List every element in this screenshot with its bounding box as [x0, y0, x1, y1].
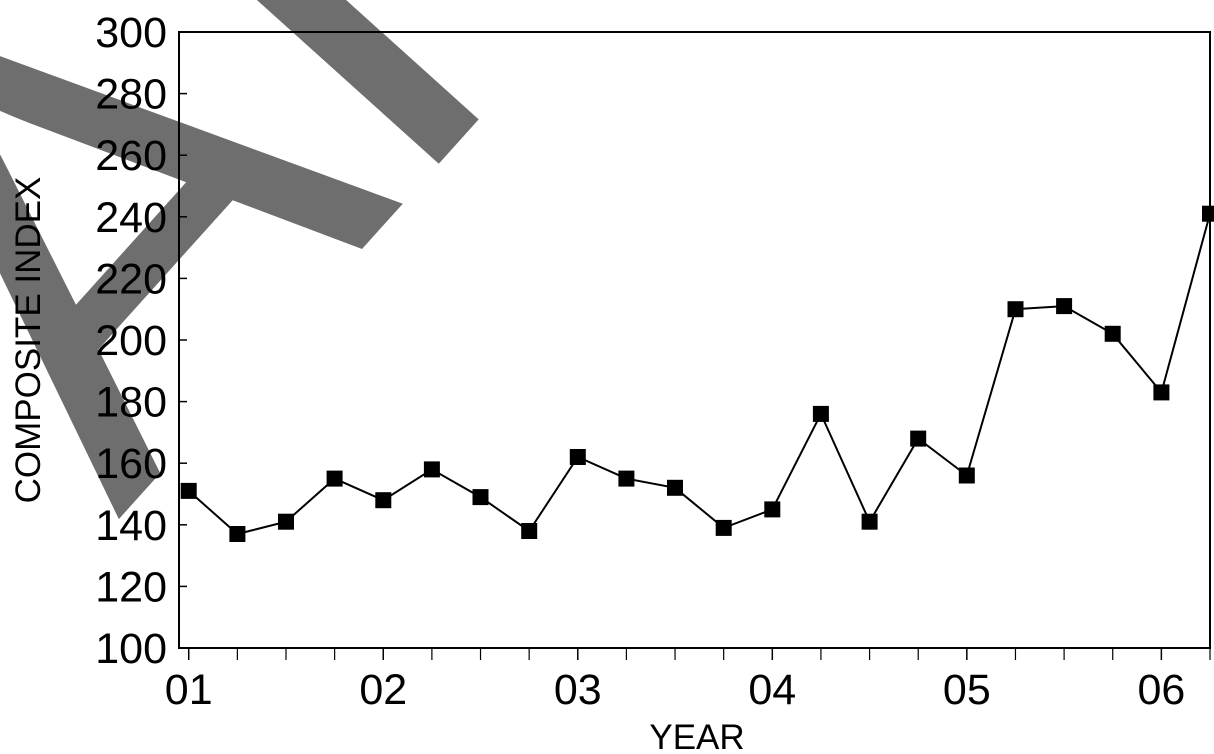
y-tick-label: 160	[95, 440, 167, 488]
y-tick-label: 260	[95, 132, 167, 180]
data-point-marker	[229, 526, 246, 542]
y-axis-ticks: 100 120 140 160 180 200 220 240 260 280 300	[95, 9, 187, 673]
watermark-text: ARC	[0, 0, 1123, 611]
x-tick-label: 03	[554, 666, 602, 714]
data-point-marker	[472, 489, 489, 506]
x-tick-label: 05	[943, 666, 991, 714]
data-point-marker	[1153, 384, 1170, 401]
data-point-marker	[618, 470, 635, 487]
data-point-marker	[715, 519, 732, 536]
data-point-marker	[521, 523, 538, 539]
data-point-marker	[764, 501, 781, 518]
y-tick-label: 220	[95, 255, 167, 303]
y-axis-label: COMPOSITE INDEX	[9, 177, 48, 504]
y-tick-label: 180	[95, 379, 167, 427]
data-point-marker	[423, 461, 440, 478]
x-tick-label: 01	[165, 666, 213, 714]
data-point-marker	[958, 467, 975, 484]
y-tick-label: 120	[95, 563, 167, 611]
x-axis-ticks: 01 02 03 04 05 06	[165, 648, 1211, 714]
y-tick-label: 100	[95, 625, 167, 673]
y-tick-label: 280	[95, 71, 167, 119]
x-axis-label: YEAR	[649, 718, 744, 754]
data-point-marker	[1056, 298, 1073, 315]
y-tick-label: 240	[95, 194, 167, 242]
data-point-marker	[1104, 325, 1121, 342]
data-point-marker	[1202, 205, 1214, 222]
y-tick-label: 200	[95, 317, 167, 365]
data-point-marker	[1007, 301, 1024, 318]
y-tick-label: 300	[95, 9, 167, 57]
data-point-marker	[180, 482, 197, 499]
data-series	[180, 205, 1214, 542]
x-tick-label: 02	[359, 666, 407, 714]
data-point-marker	[861, 513, 878, 530]
watermark: ARC	[0, 0, 1123, 611]
data-point-marker	[812, 405, 829, 422]
data-point-marker	[326, 470, 343, 487]
data-point-marker	[278, 513, 294, 530]
y-tick-label: 140	[95, 502, 167, 550]
data-point-marker	[375, 492, 392, 509]
data-point-marker	[910, 430, 927, 447]
series-line	[188, 213, 1211, 536]
x-tick-label: 06	[1137, 666, 1185, 714]
data-point-marker	[667, 479, 683, 496]
x-tick-label: 04	[748, 666, 796, 714]
data-point-marker	[569, 449, 586, 465]
